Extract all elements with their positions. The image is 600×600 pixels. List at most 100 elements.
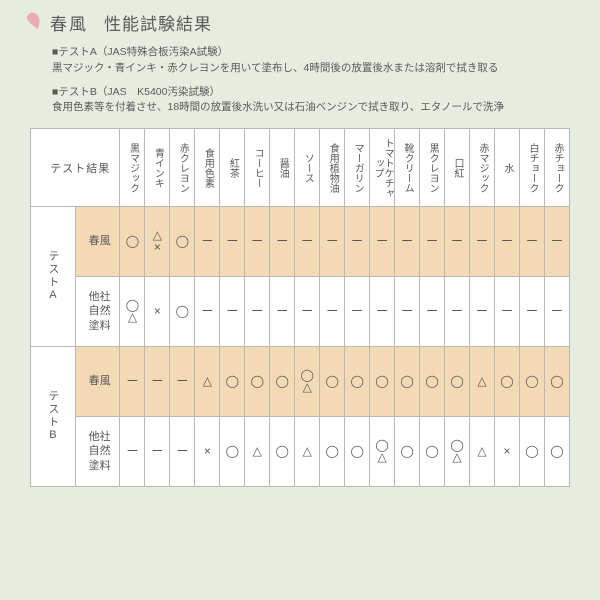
result-cell: ー — [370, 207, 395, 277]
column-header: 醤油 — [270, 129, 295, 207]
column-header: 水 — [495, 129, 520, 207]
result-cell: ー — [195, 277, 220, 347]
result-cell: ー — [270, 207, 295, 277]
result-cell: ◯ — [395, 347, 420, 417]
result-cell: ◯ — [220, 347, 245, 417]
result-cell: ◯ — [345, 417, 370, 487]
note-a-head: ■テストA（JAS特殊合板汚染A試験） — [52, 45, 588, 61]
result-cell: ー — [395, 277, 420, 347]
title-main: 春風 — [50, 10, 88, 35]
result-cell: ◯△ — [295, 347, 320, 417]
result-cell: ー — [295, 207, 320, 277]
test-notes: ■テストA（JAS特殊合板汚染A試験） 黒マジック・青インキ・赤クレヨンを用いて… — [52, 45, 588, 116]
note-b-head: ■テストB（JAS K5400汚染試験） — [52, 85, 588, 101]
result-cell: ◯ — [220, 417, 245, 487]
result-cell: ◯ — [320, 417, 345, 487]
result-cell: △ — [245, 417, 270, 487]
note-a-body: 黒マジック・青インキ・赤クレヨンを用いて塗布し、4時間後の放置後水または溶剤で拭… — [52, 61, 588, 77]
column-header: 黒クレヨン — [420, 129, 445, 207]
result-cell: ー — [495, 207, 520, 277]
result-cell: ー — [220, 277, 245, 347]
column-header: 青インキ — [145, 129, 170, 207]
result-cell: △ — [470, 347, 495, 417]
result-cell: ー — [145, 347, 170, 417]
result-cell: ー — [195, 207, 220, 277]
column-header: 赤マジック — [470, 129, 495, 207]
result-cell: ー — [370, 277, 395, 347]
table-row: テストA春風◯△×◯ーーーーーーーーーーーーーーー — [31, 207, 570, 277]
result-cell: ◯ — [120, 207, 145, 277]
result-cell: ー — [544, 277, 569, 347]
column-header: 食用植物油 — [320, 129, 345, 207]
table-row: テストB春風ーーー△◯◯◯◯△◯◯◯◯◯◯△◯◯◯ — [31, 347, 570, 417]
result-cell: × — [495, 417, 520, 487]
result-cell: ◯ — [270, 347, 295, 417]
column-header: マーガリン — [345, 129, 370, 207]
result-cell: ー — [245, 207, 270, 277]
result-cell: ◯ — [170, 277, 195, 347]
group-label: テストA — [31, 207, 76, 347]
result-cell: ◯△ — [445, 417, 470, 487]
result-cell: ◯△ — [120, 277, 145, 347]
note-a: ■テストA（JAS特殊合板汚染A試験） 黒マジック・青インキ・赤クレヨンを用いて… — [52, 45, 588, 77]
column-header: トマトケチャップ — [370, 129, 395, 207]
result-cell: × — [195, 417, 220, 487]
column-header: ソース — [295, 129, 320, 207]
column-header: 赤クレヨン — [170, 129, 195, 207]
note-b: ■テストB（JAS K5400汚染試験） 食用色素等を付着させ、18時間の放置後… — [52, 85, 588, 117]
result-cell: ー — [519, 277, 544, 347]
table-row: 他社自然塗料ーーー×◯△◯△◯◯◯△◯◯◯△△×◯◯ — [31, 417, 570, 487]
result-cell: ー — [470, 277, 495, 347]
title-sub: 性能試験結果 — [104, 10, 212, 35]
row-name: 他社自然塗料 — [75, 277, 120, 347]
result-cell: ー — [170, 347, 195, 417]
result-cell: ー — [445, 207, 470, 277]
result-cell: ー — [519, 207, 544, 277]
column-header: 白チョーク — [519, 129, 544, 207]
table-body: テストA春風◯△×◯ーーーーーーーーーーーーーーー他社自然塗料◯△×◯ーーーーー… — [31, 207, 570, 487]
result-cell: ◯ — [519, 347, 544, 417]
result-cell: ー — [320, 207, 345, 277]
result-cell: ー — [420, 277, 445, 347]
result-cell: ー — [495, 277, 520, 347]
result-cell: ◯ — [519, 417, 544, 487]
column-header: 食用色素 — [195, 129, 220, 207]
title-row: 春風 性能試験結果 — [26, 10, 588, 35]
result-cell: ◯ — [445, 347, 470, 417]
result-cell: ー — [420, 207, 445, 277]
result-cell: ◯ — [420, 347, 445, 417]
table-row: 他社自然塗料◯△×◯ーーーーーーーーーーーーーーー — [31, 277, 570, 347]
result-cell: ー — [470, 207, 495, 277]
header-row: テスト結果 黒マジック青インキ赤クレヨン食用色素紅茶コーヒー醤油ソース食用植物油… — [31, 129, 570, 207]
result-cell: ー — [145, 417, 170, 487]
result-cell: ー — [445, 277, 470, 347]
page-container: 春風 性能試験結果 ■テストA（JAS特殊合板汚染A試験） 黒マジック・青インキ… — [0, 0, 600, 600]
result-cell: ◯ — [544, 347, 569, 417]
result-cell: △× — [145, 207, 170, 277]
result-cell: ー — [170, 417, 195, 487]
petal-icon — [23, 9, 48, 37]
column-header: 赤チョーク — [544, 129, 569, 207]
result-cell: ◯ — [420, 417, 445, 487]
column-header: 口紅 — [445, 129, 470, 207]
result-cell: ◯ — [370, 347, 395, 417]
result-cell: ー — [320, 277, 345, 347]
row-name: 春風 — [75, 347, 120, 417]
results-table-wrap: テスト結果 黒マジック青インキ赤クレヨン食用色素紅茶コーヒー醤油ソース食用植物油… — [30, 128, 570, 487]
result-cell: ー — [544, 207, 569, 277]
note-b-body: 食用色素等を付着させ、18時間の放置後水洗い又は石油ベンジンで拭き取り、エタノー… — [52, 100, 588, 116]
result-cell: ◯ — [544, 417, 569, 487]
result-cell: ー — [345, 277, 370, 347]
result-cell: ◯ — [170, 207, 195, 277]
result-cell: ◯ — [345, 347, 370, 417]
result-cell: ◯ — [320, 347, 345, 417]
row-name: 春風 — [75, 207, 120, 277]
results-table: テスト結果 黒マジック青インキ赤クレヨン食用色素紅茶コーヒー醤油ソース食用植物油… — [30, 128, 570, 487]
result-cell: ◯ — [495, 347, 520, 417]
result-cell: ー — [295, 277, 320, 347]
results-label: テスト結果 — [31, 129, 120, 207]
column-header: 黒マジック — [120, 129, 145, 207]
result-cell: △ — [195, 347, 220, 417]
column-header: コーヒー — [245, 129, 270, 207]
row-name: 他社自然塗料 — [75, 417, 120, 487]
